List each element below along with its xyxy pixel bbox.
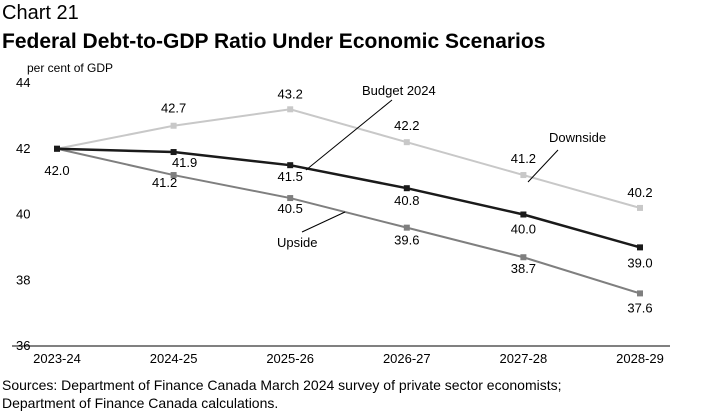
chart-title: Federal Debt-to-GDP Ratio Under Economic…	[2, 30, 546, 53]
data-point	[520, 254, 527, 261]
data-label: 39.6	[394, 233, 419, 248]
data-point	[520, 172, 527, 179]
source-line-2: Department of Finance Canada calculation…	[2, 395, 279, 411]
x-tick-label: 2028-29	[616, 351, 664, 366]
series-line-upside	[56, 147, 641, 295]
series-line-budget-2024	[56, 147, 641, 249]
downside-callout-line	[527, 149, 559, 183]
budget-callout-line	[305, 99, 393, 171]
series-label-upside: Upside	[277, 235, 317, 250]
source-note: Sources: Department of Finance Canada Ma…	[2, 376, 702, 412]
data-point	[637, 204, 643, 211]
data-point	[170, 122, 177, 129]
series-label-budget: Budget 2024	[362, 83, 436, 98]
data-label: 40.8	[394, 193, 419, 208]
series-label-downside: Downside	[549, 130, 606, 145]
data-label: 43.2	[278, 86, 303, 101]
data-label: 42.2	[394, 118, 419, 133]
data-label: 42.7	[161, 101, 186, 116]
data-point	[54, 145, 60, 152]
upside-callout-line	[301, 211, 346, 233]
x-tick-label: 2027-28	[500, 351, 548, 366]
source-line-1: Sources: Department of Finance Canada Ma…	[2, 377, 562, 393]
data-point	[637, 290, 643, 297]
data-label: 41.2	[152, 175, 177, 190]
chart-number: Chart 21	[2, 2, 79, 24]
data-label: 40.5	[278, 201, 303, 216]
y-tick-label: 42	[16, 141, 30, 156]
data-label: 41.5	[278, 169, 303, 184]
data-point	[403, 185, 410, 192]
x-tick-label: 2024-25	[150, 351, 198, 366]
data-point	[287, 195, 294, 202]
data-point	[637, 244, 643, 251]
data-point	[170, 172, 177, 179]
data-label: 40.2	[627, 185, 652, 200]
x-tick-label: 2026-27	[383, 351, 431, 366]
data-label: 42.0	[44, 163, 69, 178]
data-point	[287, 162, 294, 169]
series-line-downside	[56, 108, 641, 209]
data-point	[287, 106, 294, 113]
data-label: 37.6	[627, 300, 652, 315]
y-tick-label: 40	[16, 207, 30, 222]
data-point	[170, 149, 177, 156]
y-tick-label: 38	[16, 272, 30, 287]
data-label: 41.9	[172, 155, 197, 170]
y-tick-label: 44	[16, 75, 30, 90]
data-point	[520, 211, 527, 218]
data-label: 40.0	[511, 222, 536, 237]
data-label: 41.2	[511, 151, 536, 166]
x-tick-label: 2023-24	[33, 351, 81, 366]
data-point	[403, 139, 410, 146]
y-axis-title: per cent of GDP	[27, 61, 113, 75]
data-label: 39.0	[627, 255, 652, 270]
x-tick-label: 2025-26	[266, 351, 314, 366]
data-label: 38.7	[511, 261, 536, 276]
data-point	[403, 224, 410, 231]
